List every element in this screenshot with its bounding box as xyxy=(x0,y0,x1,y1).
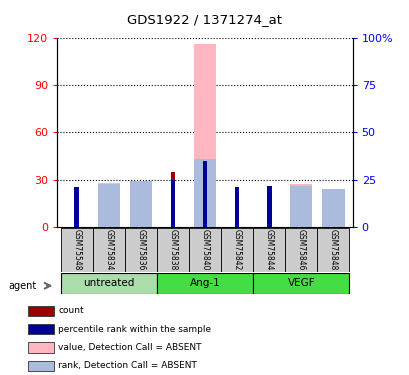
Text: GSM75844: GSM75844 xyxy=(264,229,273,270)
Bar xyxy=(124,228,157,272)
Text: agent: agent xyxy=(8,281,36,291)
Text: GSM75836: GSM75836 xyxy=(136,229,145,270)
Bar xyxy=(234,192,239,227)
Bar xyxy=(157,273,252,294)
Bar xyxy=(189,228,220,272)
Bar xyxy=(61,228,92,272)
Text: GSM75842: GSM75842 xyxy=(232,229,241,270)
Text: GSM75840: GSM75840 xyxy=(200,229,209,270)
Text: VEGF: VEGF xyxy=(287,279,314,288)
Bar xyxy=(170,180,175,227)
Bar xyxy=(74,192,79,227)
Bar xyxy=(28,306,54,316)
Text: GSM75846: GSM75846 xyxy=(296,229,305,270)
Bar xyxy=(193,159,216,227)
Bar xyxy=(289,186,312,227)
Bar xyxy=(321,189,344,227)
Bar xyxy=(97,184,120,227)
Bar xyxy=(289,184,312,227)
Text: value, Detection Call = ABSENT: value, Detection Call = ABSENT xyxy=(58,343,201,352)
Bar xyxy=(170,172,175,227)
Bar xyxy=(157,228,189,272)
Text: Ang-1: Ang-1 xyxy=(189,279,220,288)
Bar xyxy=(252,228,285,272)
Bar xyxy=(28,324,54,334)
Bar xyxy=(97,183,120,227)
Text: GSM75548: GSM75548 xyxy=(72,229,81,270)
Text: GDS1922 / 1371274_at: GDS1922 / 1371274_at xyxy=(127,13,282,26)
Text: GSM75848: GSM75848 xyxy=(328,229,337,270)
Bar xyxy=(74,188,79,227)
Bar xyxy=(252,273,348,294)
Text: percentile rank within the sample: percentile rank within the sample xyxy=(58,325,211,334)
Bar xyxy=(28,361,54,371)
Bar xyxy=(193,44,216,227)
Bar xyxy=(234,188,239,227)
Bar xyxy=(129,181,152,227)
Bar xyxy=(92,228,124,272)
Text: count: count xyxy=(58,306,84,315)
Bar xyxy=(202,160,207,227)
Bar xyxy=(129,181,152,227)
Bar xyxy=(321,189,344,227)
Text: GSM75838: GSM75838 xyxy=(168,229,177,270)
Bar xyxy=(28,342,54,352)
Bar xyxy=(317,228,348,272)
Bar xyxy=(285,228,317,272)
Text: rank, Detection Call = ABSENT: rank, Detection Call = ABSENT xyxy=(58,362,197,370)
Text: untreated: untreated xyxy=(83,279,134,288)
Text: GSM75834: GSM75834 xyxy=(104,229,113,270)
Bar xyxy=(266,186,271,227)
Bar xyxy=(266,190,271,227)
Bar xyxy=(61,273,157,294)
Bar xyxy=(220,228,252,272)
